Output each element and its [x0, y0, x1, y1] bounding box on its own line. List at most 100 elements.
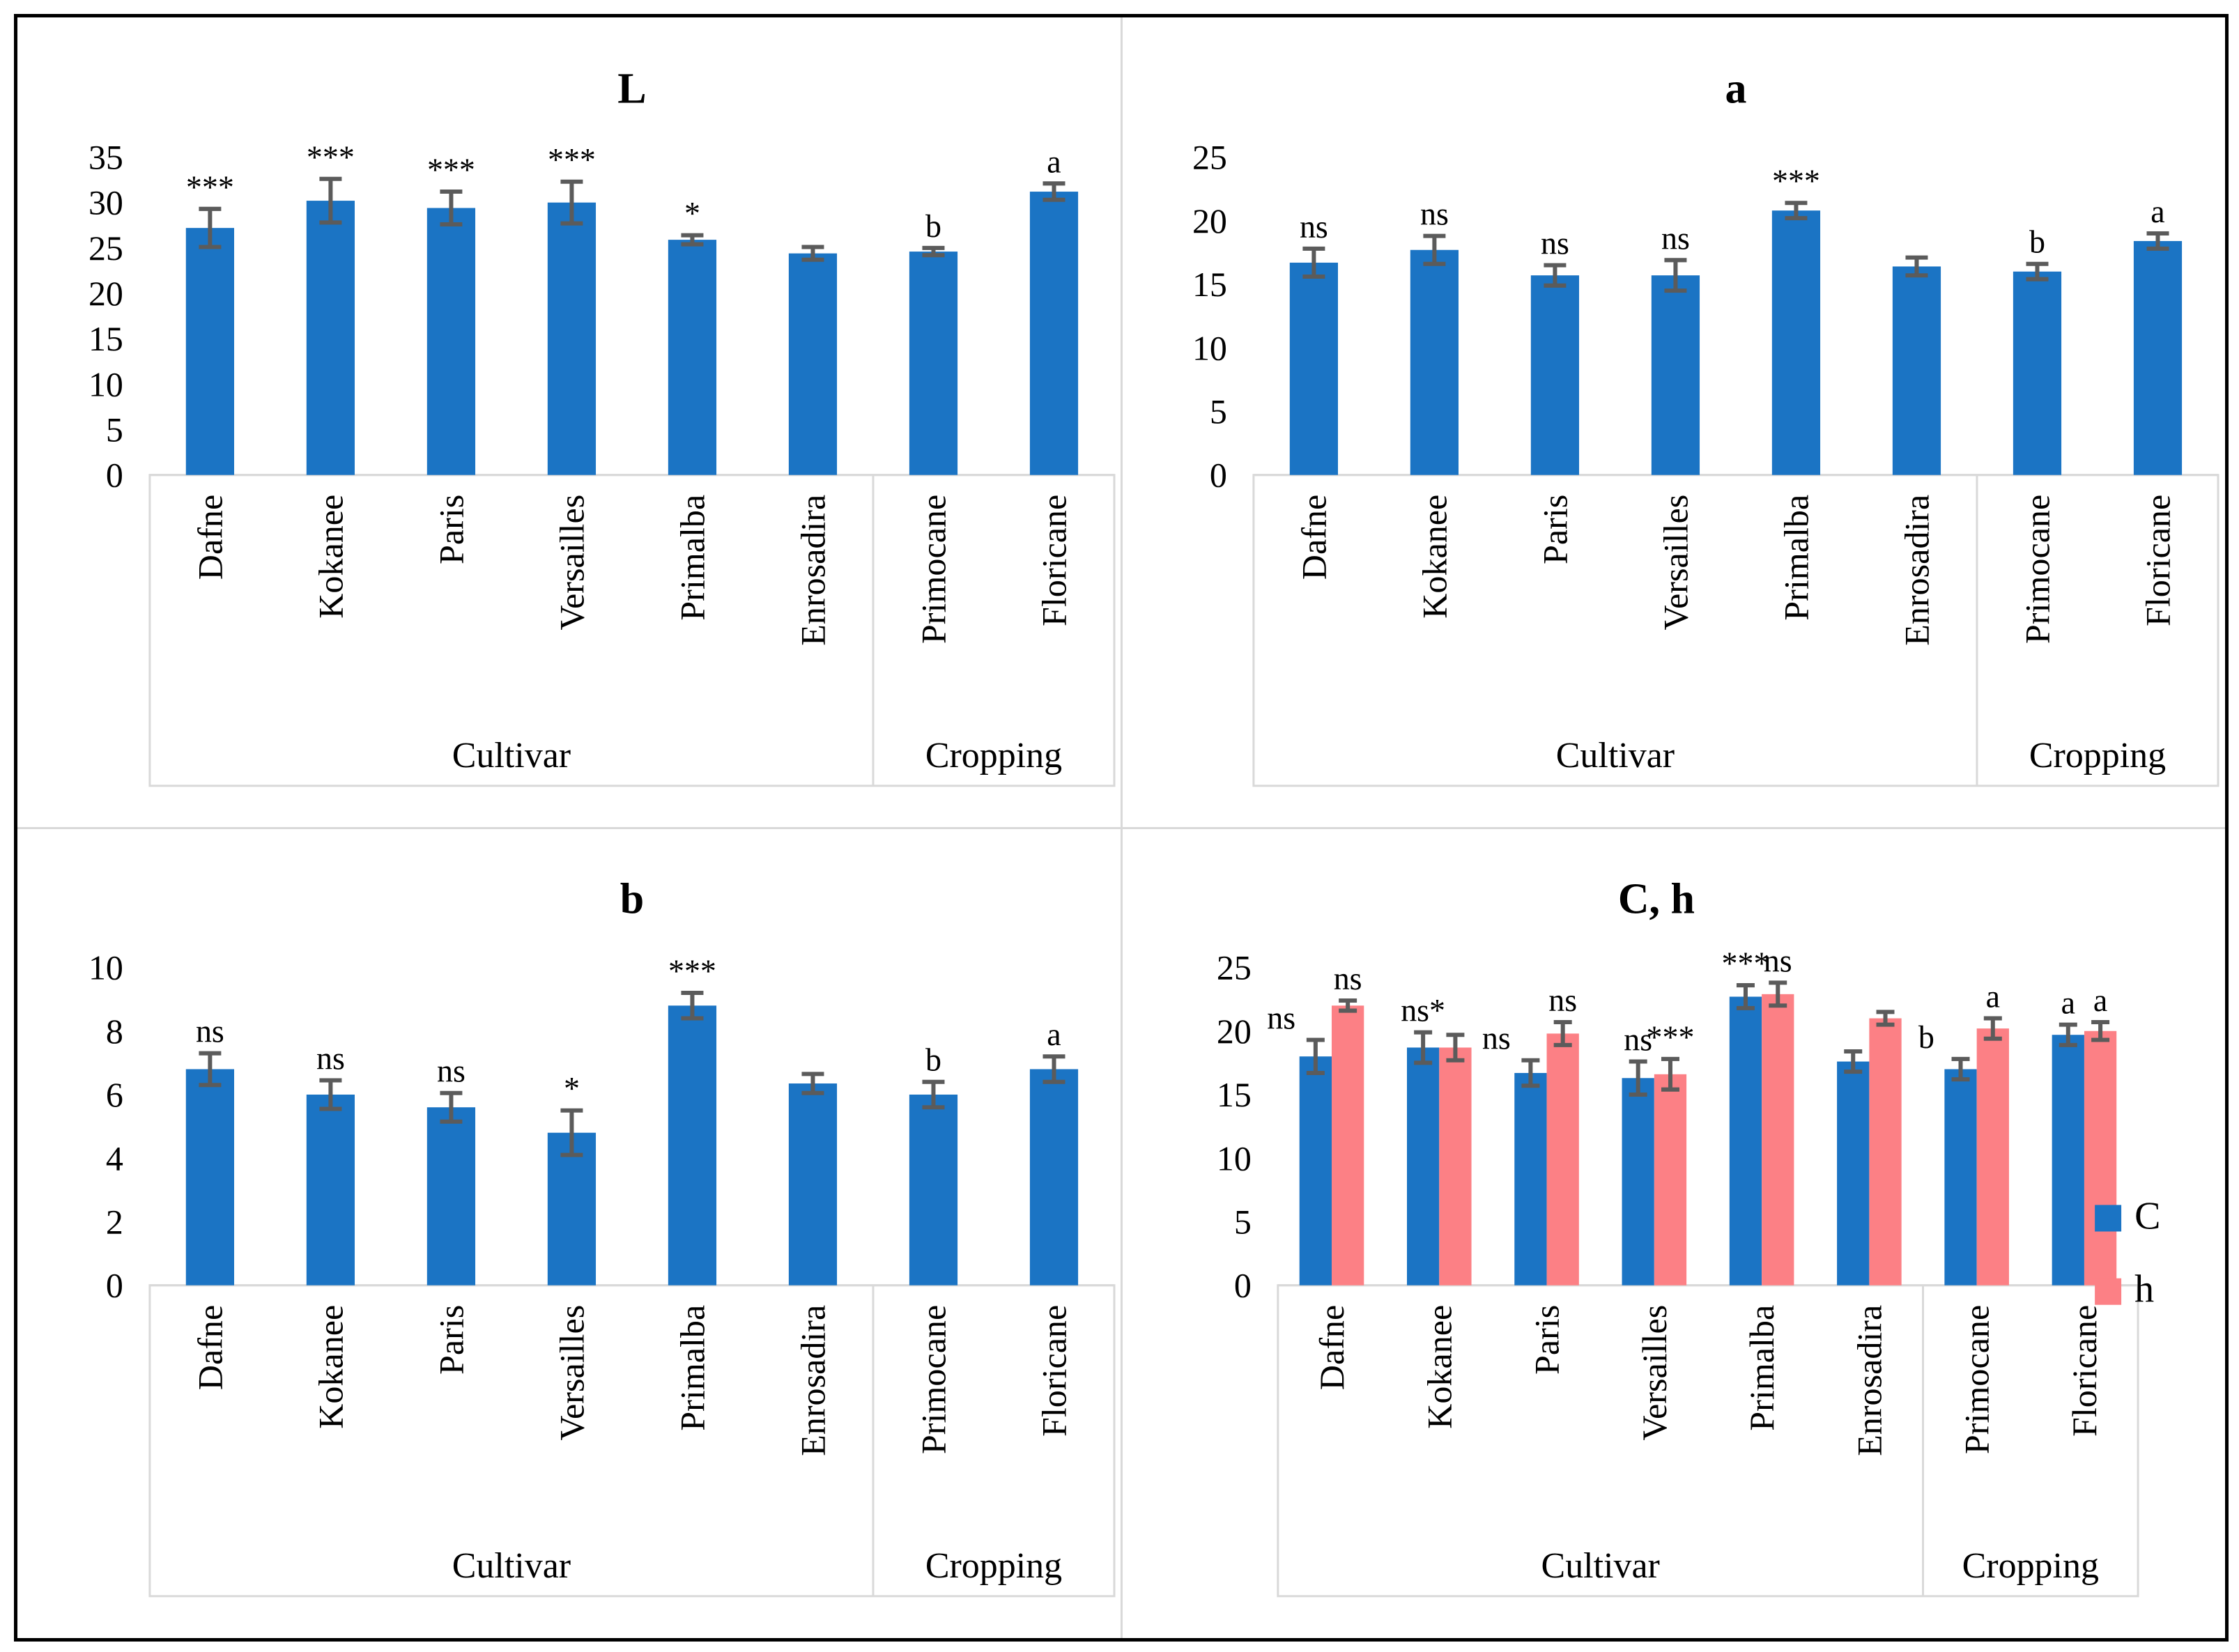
panel-title: b: [620, 875, 644, 923]
y-axis-tick-label: 10: [1192, 328, 1227, 367]
panel-grid: L 0 5 10 15 20 25 30 35 Dafne Kokanee Paris Versaill…: [17, 17, 2225, 1638]
category-label-primalba: Primalba: [673, 1305, 712, 1431]
bar-b-primalba: [668, 1005, 717, 1286]
bar-b-enrosadira: [788, 1083, 838, 1286]
bar-b-dafne: [185, 1069, 234, 1286]
error-bar-c-primalba: [1736, 983, 1755, 1010]
sig-label-c-primocane: b: [1918, 1019, 1934, 1055]
panel-b: b 0 2 4 6 8 10 Dafne Kokanee Paris Versailles Prima…: [17, 828, 1121, 1638]
bar-b-paris: [426, 1107, 476, 1286]
y-axis-tick-label: 30: [89, 183, 123, 222]
group-label-cultivar: Cultivar: [1541, 1546, 1660, 1586]
y-axis-tick-label: 20: [89, 274, 123, 313]
category-label-enrosadira: Enrosadira: [1898, 495, 1937, 646]
category-label-enrosadira: Enrosadira: [1849, 1305, 1888, 1456]
y-axis-tick-label: 5: [106, 410, 123, 449]
sig-label-h-versailles: ***: [1647, 1019, 1695, 1055]
error-bar-a-floricane: [2146, 231, 2169, 251]
category-label-versailles: Versailles: [1635, 1305, 1674, 1441]
category-label-floricane: Floricane: [2065, 1305, 2104, 1437]
category-label-floricane: Floricane: [1035, 1305, 1074, 1437]
bar-a-enrosadira: [1892, 266, 1941, 475]
error-bar-l-primocane: [922, 245, 945, 258]
panel-a: a 0 5 10 15 20 25 Dafne Kokanee Paris Versailles Pr…: [1121, 17, 2225, 828]
bar-b-primocane: [909, 1094, 958, 1286]
sig-label-h-floricane: a: [2093, 982, 2107, 1018]
bar-h-enrosadira: [1869, 1018, 1902, 1286]
panel-title: a: [1725, 65, 1746, 112]
error-bar-h-floricane: [2091, 1019, 2110, 1042]
bar-l-kokanee: [306, 201, 355, 475]
category-label-paris: Paris: [431, 1305, 470, 1375]
category-label-versailles: Versailles: [552, 495, 591, 631]
category-label-primocane: Primocane: [2018, 495, 2057, 644]
sig-label-c-dafne: ns: [1267, 1000, 1295, 1035]
y-axis-tick-label: 2: [106, 1202, 123, 1241]
error-bar-l-floricane: [1042, 181, 1065, 202]
error-bar-c-paris: [1521, 1058, 1540, 1088]
category-label-dafne: Dafne: [190, 1305, 229, 1390]
bar-a-versailles: [1651, 275, 1700, 475]
panel-L: L 0 5 10 15 20 25 30 35 Dafne Kokanee Paris Versaill…: [17, 17, 1121, 828]
bar-h-kokanee: [1439, 1047, 1472, 1286]
sig-label-l-primalba: *: [684, 195, 700, 231]
bar-b-versailles: [547, 1132, 597, 1286]
bar-l-enrosadira: [788, 253, 838, 475]
error-bar-h-dafne: [1339, 998, 1357, 1013]
bar-c-dafne: [1299, 1056, 1332, 1286]
error-bar-b-primalba: [681, 991, 704, 1021]
error-bar-l-versailles: [560, 179, 583, 226]
y-axis-tick-label: 15: [89, 319, 123, 358]
category-label-primalba: Primalba: [1777, 495, 1816, 621]
error-bar-l-paris: [440, 190, 463, 226]
category-label-primalba: Primalba: [1742, 1305, 1781, 1431]
sig-label-b-dafne: ns: [196, 1014, 224, 1049]
group-label-cropping: Cropping: [1962, 1546, 2099, 1586]
legend-label-c: C: [2134, 1194, 2160, 1237]
error-bar-h-versailles: [1661, 1056, 1679, 1092]
error-bar-a-enrosadira: [1905, 255, 1928, 278]
category-label-versailles: Versailles: [552, 1305, 591, 1441]
error-bar-a-kokanee: [1423, 233, 1446, 266]
sig-label-a-primocane: b: [2029, 224, 2045, 260]
sig-label-b-primalba: ***: [668, 953, 716, 989]
category-label-primocane: Primocane: [914, 495, 953, 644]
error-bar-c-floricane: [2059, 1022, 2077, 1047]
error-bar-b-dafne: [199, 1051, 222, 1088]
y-axis-tick-label: 5: [1210, 392, 1227, 431]
bar-chart-b: b 0 2 4 6 8 10 Dafne Kokanee Paris Versailles Prima…: [89, 875, 1116, 1598]
group-label-cropping: Cropping: [925, 1546, 1062, 1586]
bar-l-primalba: [668, 240, 717, 475]
error-bar-h-primalba: [1769, 980, 1787, 1008]
group-label-cultivar: Cultivar: [452, 736, 571, 775]
error-bar-b-versailles: [560, 1108, 583, 1157]
error-bar-a-paris: [1544, 263, 1567, 288]
error-bar-l-kokanee: [319, 176, 342, 225]
bar-chart-a: a 0 5 10 15 20 25 Dafne Kokanee Paris Versailles Pr…: [1192, 65, 2219, 787]
bar-l-floricane: [1029, 192, 1079, 475]
category-label-kokanee: Kokanee: [1419, 1305, 1459, 1429]
category-label-dafne: Dafne: [1294, 495, 1333, 580]
y-axis-tick-label: 15: [1217, 1075, 1252, 1114]
error-bar-b-kokanee: [319, 1078, 342, 1111]
sig-label-b-paris: ns: [437, 1053, 466, 1089]
category-label-kokanee: Kokanee: [1415, 495, 1454, 619]
sig-label-c-paris: ns: [1482, 1021, 1511, 1056]
bar-b-floricane: [1029, 1069, 1079, 1286]
bar-c-primocane: [1944, 1069, 1977, 1286]
bar-l-primocane: [909, 252, 958, 475]
category-label-versailles: Versailles: [1656, 495, 1695, 631]
bar-h-paris: [1546, 1033, 1579, 1286]
y-axis-tick-label: 35: [89, 137, 123, 176]
panel-C-h: C, h 0 5 10 15 20 25 Dafne Kokanee Paris Versaille…: [1121, 828, 2225, 1638]
y-axis-tick-label: 0: [1234, 1266, 1252, 1305]
legend-swatch-c: [2095, 1205, 2122, 1232]
error-bar-a-versailles: [1664, 258, 1687, 293]
sig-label-h-primalba: ns: [1764, 943, 1792, 978]
category-label-kokanee: Kokanee: [311, 1305, 350, 1429]
bar-h-dafne: [1331, 1005, 1364, 1286]
y-axis-tick-label: 6: [106, 1075, 123, 1114]
sig-label-a-kokanee: ns: [1420, 196, 1449, 232]
error-bar-h-primocane: [1983, 1016, 2002, 1041]
error-bar-b-paris: [440, 1090, 463, 1124]
